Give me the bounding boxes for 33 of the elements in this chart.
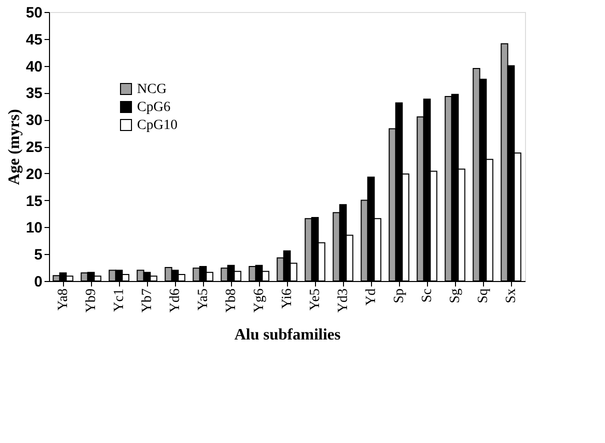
y-tick-label: 5: [34, 246, 42, 264]
x-tick-label: Yb9: [84, 288, 99, 313]
x-tick-label: Sp: [392, 288, 407, 304]
x-tick-label: Ya5: [196, 288, 211, 310]
x-tick-label: Yd: [364, 288, 379, 306]
x-tick-label: Yb8: [224, 288, 239, 313]
y-tick-label: 15: [26, 192, 42, 210]
y-axis-title: Age (myrs): [6, 109, 23, 185]
y-tick-label: 50: [26, 4, 42, 22]
y-tick-label: 40: [26, 58, 42, 76]
x-tick-label: Sc: [420, 288, 435, 302]
y-tick-label: 0: [34, 274, 42, 290]
legend-label: NCG: [137, 82, 167, 97]
x-tick-label: Yb7: [140, 288, 155, 313]
x-tick-label: Ya8: [56, 288, 71, 310]
x-tick-label: Yc1: [112, 288, 127, 312]
legend-label: CpG6: [137, 100, 170, 115]
x-tick-label: Yg6: [252, 288, 267, 313]
x-axis-title: Alu subfamilies: [234, 326, 341, 344]
legend-label: CpG10: [137, 118, 178, 133]
x-tick-label: Yi6: [280, 288, 295, 309]
y-tick-label: 20: [26, 166, 42, 183]
x-tick-label: Yd6: [168, 288, 183, 313]
y-tick-label: 30: [26, 112, 42, 130]
x-tick-label: Yd3: [336, 288, 351, 313]
y-tick-label: 45: [26, 31, 42, 48]
x-tick-label: Ye5: [308, 288, 323, 310]
y-tick-label: 35: [26, 85, 42, 102]
x-tick-label: Sq: [476, 288, 491, 304]
y-tick-label: 10: [26, 220, 42, 237]
x-tick-label: Sg: [448, 288, 463, 304]
y-tick-label: 25: [26, 139, 42, 156]
x-tick-label: Sx: [504, 288, 519, 304]
